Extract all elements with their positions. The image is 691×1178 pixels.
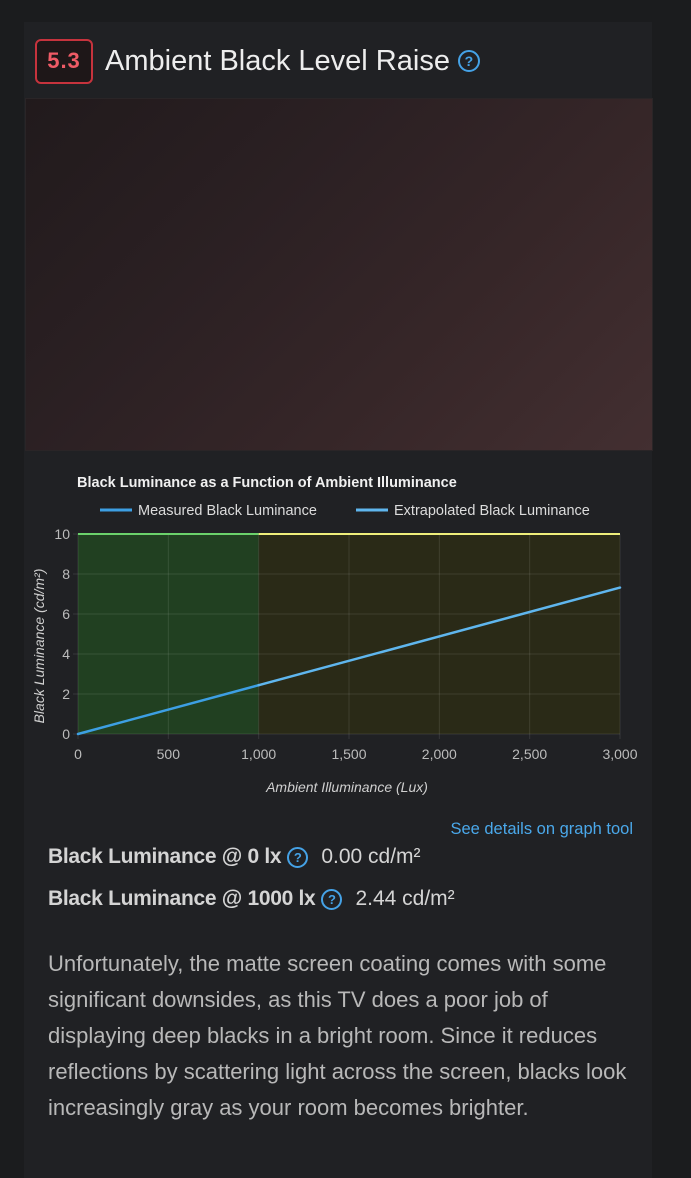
score-badge: 5.3 [35,38,93,84]
y-tick-label: 4 [62,646,70,662]
question-circle-icon[interactable]: ? [321,888,343,910]
description-text: Unfortunately, the matte screen coating … [48,951,627,1120]
y-tick-label: 0 [62,726,70,742]
x-tick-label: 3,000 [602,746,637,762]
metric-value: 2.44 cd/m² [355,887,455,910]
chart-region-0 [78,534,259,734]
legend-label: Extrapolated Black Luminance [394,503,590,519]
question-circle-icon[interactable]: ? [457,50,480,72]
y-tick-label: 10 [54,526,70,542]
x-tick-label: 1,500 [331,746,366,762]
graph-tool-link[interactable]: See details on graph tool [450,820,633,838]
test-photo[interactable] [25,98,653,451]
metric-label: Black Luminance @ 0 lx [48,845,282,868]
y-tick-label: 8 [62,566,70,582]
chart-region-1 [258,534,620,734]
series-line-0 [76,683,260,736]
y-axis-title: Black Luminance (cd/m²) [31,569,47,724]
series-line-1 [257,586,622,687]
x-tick-label: 2,000 [422,746,457,762]
x-tick-label: 1,000 [241,746,276,762]
x-tick-label: 500 [157,746,181,762]
metric-black-luminance-0lx: Black Luminance @ 0 lx ? 0.00 cd/m² [48,845,421,869]
metric-label: Black Luminance @ 1000 lx [48,887,316,910]
metric-value: 0.00 cd/m² [321,845,421,868]
chart-svg: 0 500 1,000 1,500 2,000 2,500 3,000 0 2 4 6 8 10 Ambi… [31,475,638,795]
y-tick-label: 6 [62,606,70,622]
legend-label: Measured Black Luminance [138,503,317,519]
metric-black-luminance-1000lx: Black Luminance @ 1000 lx ? 2.44 cd/m² [48,887,455,911]
x-tick-label: 2,500 [512,746,547,762]
x-tick-label: 0 [74,746,82,762]
chart-title: Black Luminance as a Function of Ambient… [77,475,457,491]
x-axis-title: Ambient Illuminance (Lux) [265,779,428,795]
question-circle-icon[interactable]: ? [287,846,309,868]
black-luminance-chart: 0 500 1,000 1,500 2,000 2,500 3,000 0 2 4 6 8 10 Ambi… [24,462,652,802]
section-header: 5.3 Ambient Black Level Raise ? [35,38,480,84]
y-tick-label: 2 [62,686,70,702]
section-title: Ambient Black Level Raise [105,44,450,77]
